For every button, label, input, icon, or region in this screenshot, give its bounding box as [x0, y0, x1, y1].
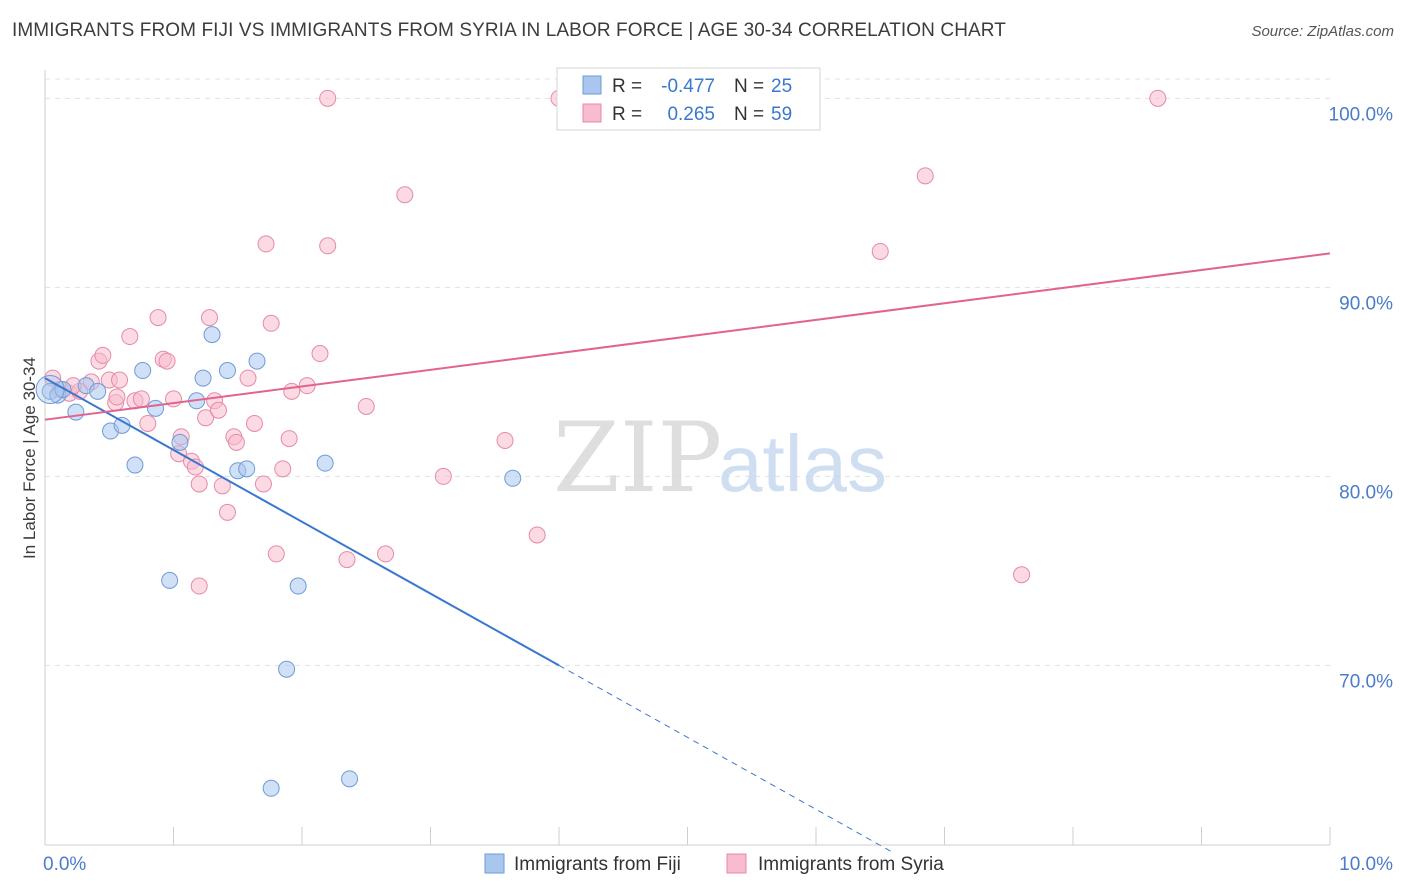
series-syria-points: [44, 89, 1167, 595]
syria-point: [338, 551, 356, 569]
series-legend-label-syria: Immigrants from Syria: [758, 854, 944, 875]
x-tick-label: 10.0%: [1339, 854, 1393, 875]
syria-point: [916, 167, 934, 185]
syria-point: [132, 390, 150, 408]
fiji-point: [278, 660, 296, 678]
axes: [44, 70, 1331, 846]
legend-n-value-fiji: 25: [771, 76, 792, 97]
syria-point: [190, 577, 208, 595]
syria-point: [94, 346, 112, 364]
fiji-point: [248, 352, 266, 370]
y-tick-label: 90.0%: [1339, 293, 1393, 314]
series-legend-label-fiji: Immigrants from Fiji: [514, 854, 681, 875]
fiji-cluster-point: [35, 374, 65, 404]
syria-point: [111, 371, 129, 389]
syria-point: [218, 503, 236, 521]
y-axis-label: In Labor Force | Age 30-34: [20, 357, 39, 559]
fiji-point: [194, 369, 212, 387]
syria-point: [190, 475, 208, 493]
fiji-point: [203, 326, 221, 344]
series-legend-swatch-fiji: [484, 853, 505, 874]
watermark-zip: ZIP: [553, 402, 722, 514]
y-tick-label: 80.0%: [1339, 482, 1393, 503]
legend-r-label-syria: R =: [612, 104, 642, 125]
y-tick-label: 70.0%: [1339, 671, 1393, 692]
syria-point: [528, 526, 546, 544]
syria-point: [267, 545, 285, 563]
fiji-point: [89, 382, 107, 400]
fiji-point: [126, 456, 144, 474]
syria-point: [262, 314, 280, 332]
fiji-point: [316, 454, 334, 472]
fiji-point: [218, 362, 236, 380]
fiji-point: [238, 460, 256, 478]
syria-point: [311, 345, 329, 363]
gridlines: [45, 78, 1330, 666]
watermark: ZIP atlas: [553, 402, 887, 514]
legend-n-label-syria: N =: [734, 104, 764, 125]
syria-point: [239, 369, 257, 387]
syria-point: [227, 433, 245, 451]
syria-point: [139, 414, 157, 432]
series-legend: Immigrants from Fiji Immigrants from Syr…: [484, 853, 944, 875]
syria-point: [209, 401, 227, 419]
syria-point: [871, 242, 889, 260]
trend-lines: [44, 252, 1331, 853]
syria-trend-line: [44, 252, 1331, 421]
x-tick-label: 0.0%: [43, 854, 86, 875]
watermark-atlas: atlas: [718, 419, 887, 508]
syria-point: [274, 460, 292, 478]
syria-point: [108, 388, 126, 406]
fiji-point: [289, 577, 307, 595]
fiji-point: [171, 433, 189, 451]
chart-title: IMMIGRANTS FROM FIJI VS IMMIGRANTS FROM …: [12, 20, 1006, 41]
fiji-point: [67, 403, 85, 421]
series-legend-swatch-syria: [726, 853, 747, 874]
stats-legend: R = -0.477 N = 25 R = 0.265 N = 59: [556, 67, 821, 131]
syria-point: [283, 382, 301, 400]
legend-r-value-fiji: -0.477: [661, 76, 715, 97]
chart-source: Source: ZipAtlas.com: [1251, 23, 1394, 40]
legend-r-value-syria: 0.265: [667, 104, 715, 125]
fiji-point: [134, 362, 152, 380]
syria-point: [149, 309, 167, 327]
fiji-trend-extension: [558, 664, 894, 853]
syria-point: [396, 186, 414, 204]
legend-swatch-fiji: [582, 75, 602, 95]
legend-r-label-fiji: R =: [612, 76, 642, 97]
syria-point: [254, 475, 272, 493]
fiji-point: [262, 779, 280, 797]
syria-point: [357, 397, 375, 415]
syria-point: [158, 352, 176, 370]
syria-point: [496, 431, 514, 449]
syria-point: [319, 89, 337, 107]
fiji-point: [504, 469, 522, 487]
syria-point: [1013, 566, 1031, 584]
syria-point: [434, 467, 452, 485]
syria-point: [280, 430, 298, 448]
y-tick-label: 100.0%: [1329, 104, 1394, 125]
fiji-point: [147, 399, 165, 417]
legend-swatch-syria: [582, 103, 602, 123]
syria-point: [319, 237, 337, 255]
syria-point: [257, 235, 275, 253]
fiji-point: [161, 571, 179, 589]
legend-n-label-fiji: N =: [734, 76, 764, 97]
tick-labels: 70.0% 80.0% 90.0% 100.0% 0.0% 10.0%: [43, 104, 1393, 875]
syria-point: [121, 328, 139, 346]
syria-point: [1149, 89, 1167, 107]
fiji-point: [341, 770, 359, 788]
syria-point: [197, 409, 215, 427]
syria-point: [200, 309, 218, 327]
syria-point: [377, 545, 395, 563]
fiji-trend-line: [44, 377, 560, 667]
legend-n-value-syria: 59: [771, 104, 792, 125]
syria-point: [245, 414, 263, 432]
